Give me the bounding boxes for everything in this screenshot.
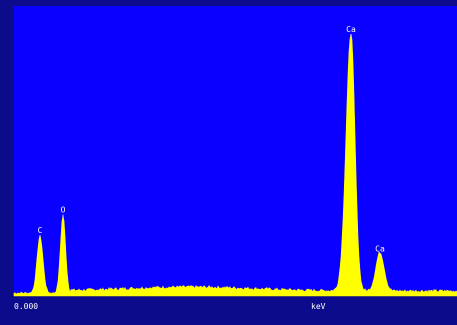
peak-label-c-1: C xyxy=(38,226,43,235)
peak-labels: C O Ca Ca xyxy=(38,25,385,257)
peak-label-ca-3: Ca xyxy=(346,25,356,34)
peak-label-ca-4: Ca xyxy=(375,244,385,253)
peak-label-o-2: O xyxy=(61,206,66,215)
plot-area xyxy=(14,6,457,296)
spectrum-trace xyxy=(13,34,457,297)
x-axis-label: keV xyxy=(311,302,326,311)
x-axis-start-tick-label: 0.000 xyxy=(14,302,38,311)
